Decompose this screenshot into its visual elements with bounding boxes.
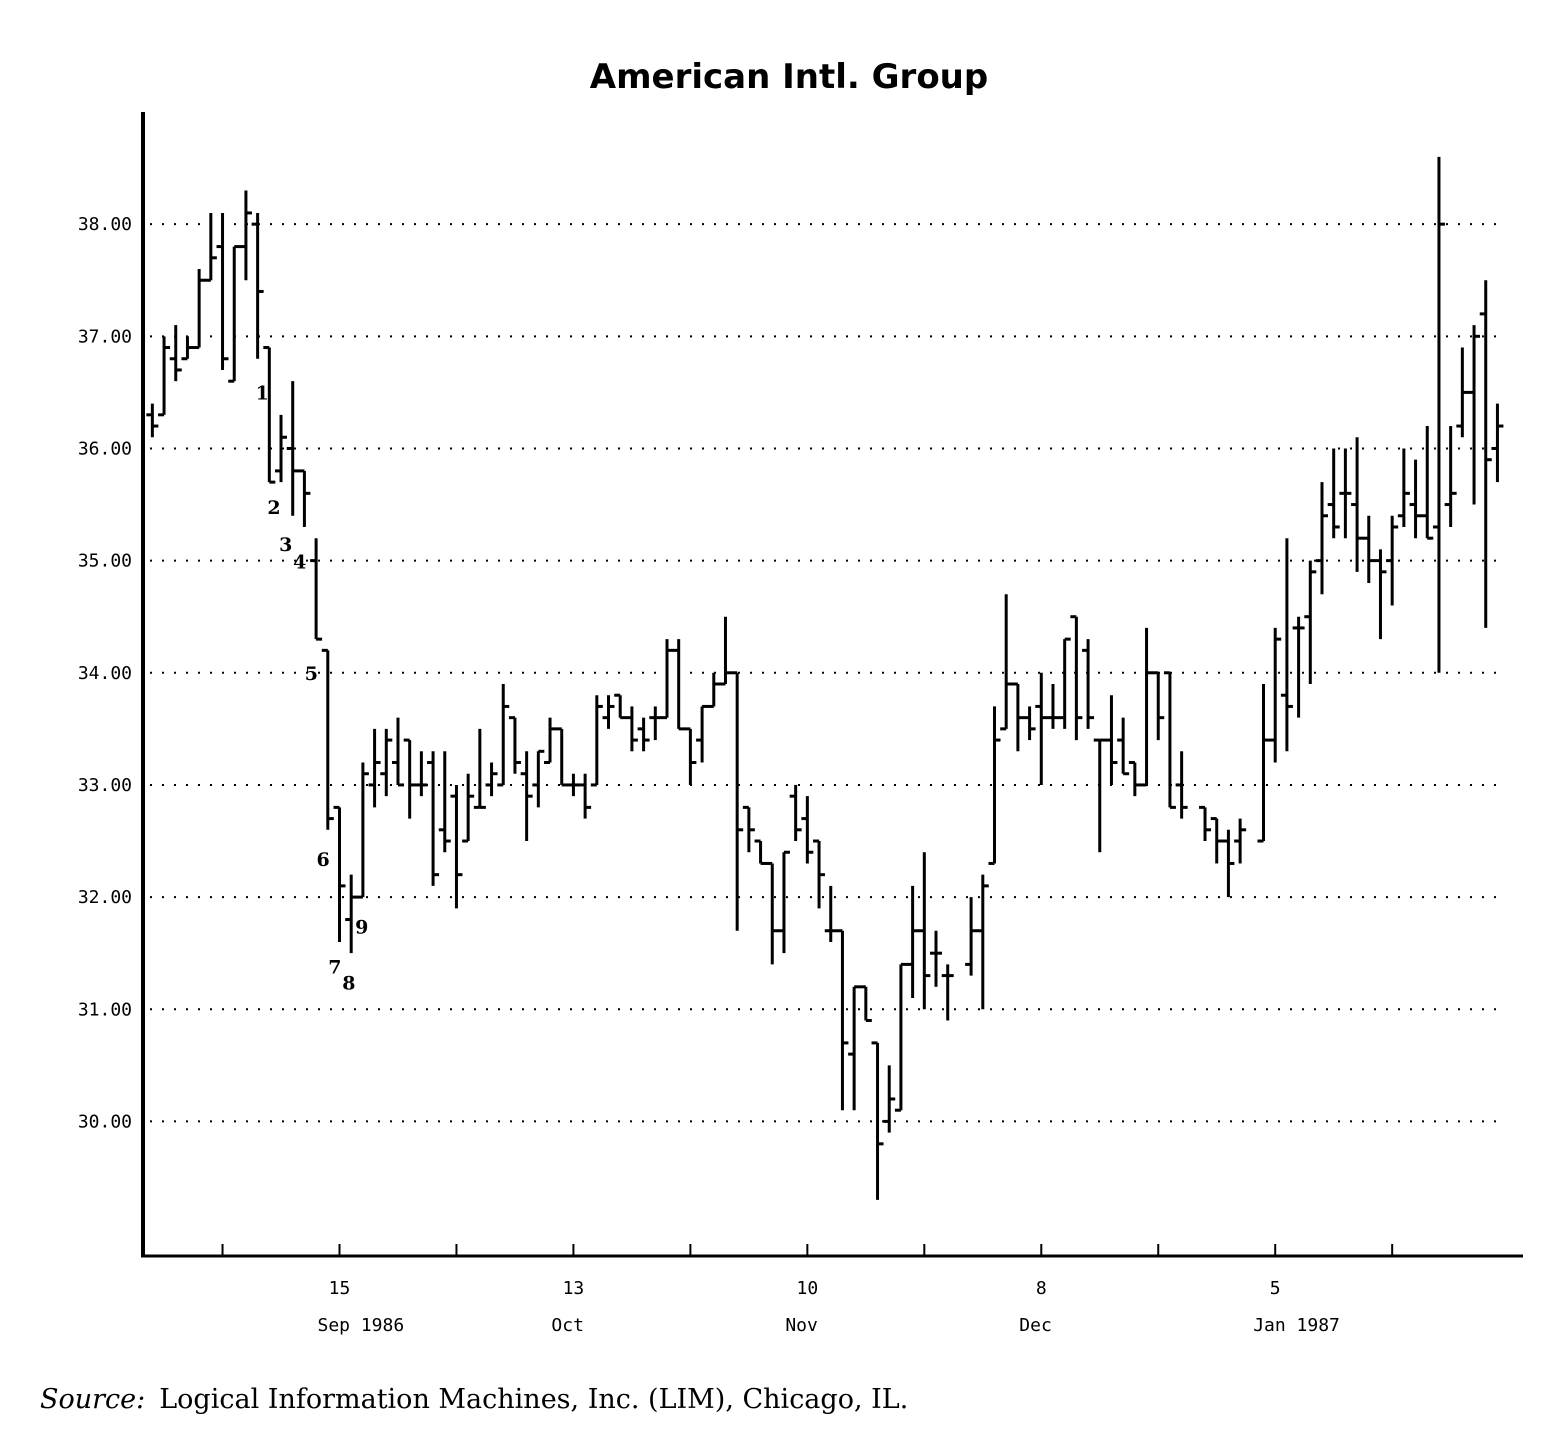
annotation: 9 [355,916,368,938]
footer-text: Logical Information Machines, Inc. (LIM)… [159,1384,908,1415]
y-tick-label: 32.00 [78,887,132,908]
x-tick-sublabel: Sep 1986 [317,1315,404,1336]
y-tick-label: 30.00 [78,1111,132,1132]
x-tick-sublabel: Oct [551,1315,584,1336]
x-tick-label: 15 [329,1278,351,1299]
x-tick-sublabel: Nov [785,1315,818,1336]
footer: Source: Logical Information Machines, Inc… [40,1384,908,1415]
annotation: 7 [328,957,341,979]
annotation: 6 [317,849,330,871]
annotation: 1 [256,382,269,404]
y-tick-label: 36.00 [78,438,132,459]
y-tick-label: 31.00 [78,999,132,1020]
annotation: 8 [342,972,355,994]
y-tick-label: 33.00 [78,775,132,796]
x-tick-label: 13 [563,1278,585,1299]
x-tick-sublabel: Jan 1987 [1253,1315,1340,1336]
y-tick-label: 35.00 [78,551,132,572]
x-tick-label: 10 [797,1278,819,1299]
annotation: 4 [293,552,306,574]
y-tick-label: 38.00 [78,214,132,235]
chart-title: American Intl. Group [590,57,988,97]
annotation: 5 [305,663,318,685]
y-tick-label: 37.00 [78,326,132,347]
x-tick-label: 8 [1036,1278,1047,1299]
x-tick-label: 5 [1270,1278,1281,1299]
annotation: 2 [267,497,280,519]
x-tick-sublabel: Dec [1019,1315,1052,1336]
y-tick-label: 34.00 [78,663,132,684]
annotation: 3 [279,534,292,556]
footer-label: Source: [40,1384,145,1415]
